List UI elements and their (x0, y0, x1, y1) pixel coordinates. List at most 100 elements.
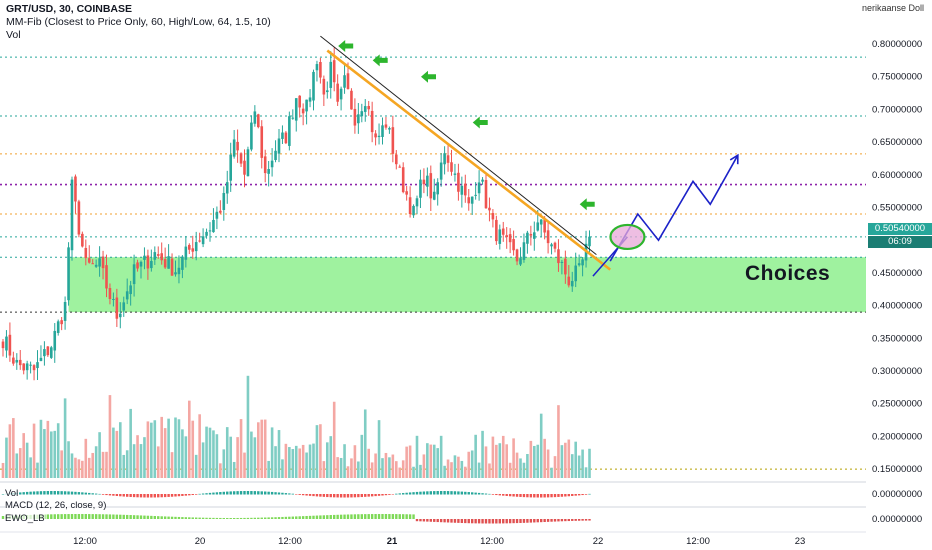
volume-bar (50, 431, 53, 478)
macd-histogram-bar (201, 493, 205, 495)
currency-label[interactable]: nerikaanse Doll (860, 3, 932, 13)
candle-body (160, 253, 163, 261)
macd-pane-label[interactable]: MACD (12, 26, close, 9) (5, 500, 107, 511)
candle-body (460, 185, 464, 195)
macd-histogram-bar (139, 494, 143, 498)
volume-line[interactable]: Vol (6, 29, 21, 41)
ewo-bar (205, 517, 208, 519)
macd-histogram-bar (381, 494, 384, 496)
ewo-bar (346, 514, 350, 519)
volume-bar (250, 431, 253, 478)
candle-body (464, 183, 467, 196)
volume-bar (329, 436, 333, 478)
ewo-bar (88, 514, 91, 519)
macd-histogram-bar (129, 494, 132, 497)
macd-histogram-bar (350, 494, 353, 498)
macd-histogram-bar (405, 492, 408, 495)
ewo-pane-label[interactable]: EWO_LB (5, 513, 45, 524)
volume-bar (367, 448, 370, 478)
macd-histogram-bar (377, 494, 381, 496)
time-axis[interactable]: 12:00 20 12:00 21 12:00 22 12:00 23 (0, 531, 866, 547)
volume-bar (205, 426, 208, 478)
macd-histogram-bar (115, 494, 119, 497)
macd-histogram-bar (77, 492, 81, 495)
ewo-bar (264, 517, 267, 519)
candle-body (132, 264, 136, 285)
candle-body (550, 244, 553, 247)
macd-histogram-bar (550, 494, 553, 498)
candle-body (70, 179, 74, 251)
macd-histogram-bar (98, 493, 101, 495)
volume-bar (39, 419, 43, 478)
indicator-line[interactable]: MM-Fib (Closest to Price Only, 60, High/… (6, 16, 271, 28)
volume-bar (370, 462, 374, 478)
ewo-bar (63, 514, 67, 519)
volume-bar (322, 461, 326, 478)
choices-annotation[interactable]: Choices (745, 262, 831, 285)
candle-body (588, 236, 591, 247)
volume-layer (1, 375, 591, 478)
ewo-bar (229, 518, 232, 519)
volume-bar (153, 420, 157, 478)
candle-body (350, 90, 353, 110)
candle-body (553, 242, 557, 249)
candle-body (177, 267, 181, 275)
candle-body (260, 126, 264, 158)
volume-bar (488, 463, 491, 478)
ewo-bar (312, 515, 315, 519)
candle-body (143, 255, 146, 260)
volume-bar (163, 428, 167, 478)
macd-histogram-bar (305, 494, 308, 496)
volume-bar (12, 418, 15, 478)
volume-bar (246, 375, 250, 478)
vol-pane-label[interactable]: Vol (5, 488, 19, 499)
volume-bar (539, 413, 543, 478)
price-tick-label: 0.15000000 (872, 464, 922, 475)
candle-body (32, 365, 36, 371)
ewo-bar (484, 519, 488, 524)
ewo-bar (443, 519, 446, 523)
candle-body (198, 240, 201, 242)
candle-body (322, 78, 326, 95)
ewo-bar (433, 519, 436, 522)
candle-body (46, 346, 50, 356)
macd-histogram-bar (29, 491, 32, 495)
candle-body (408, 197, 412, 214)
volume-bar (74, 457, 77, 478)
volume-bar (270, 427, 274, 478)
candle-body (491, 213, 495, 220)
candles-layer (1, 47, 591, 381)
ewo-bar (522, 519, 526, 523)
ewo-bar (370, 514, 374, 519)
time-tick-label: 12:00 (686, 536, 710, 547)
ewo-bar (105, 514, 108, 519)
macd-histogram-bar (57, 491, 60, 495)
ewo-bar (333, 514, 336, 519)
price-axis[interactable]: 0.80000000 0.75000000 0.70000000 0.65000000… (872, 39, 922, 525)
candle-body (353, 108, 357, 126)
macd-histogram-bar (419, 491, 422, 495)
time-tick-label: 12:00 (480, 536, 504, 547)
candle-body (153, 252, 157, 260)
macd-histogram-bar (333, 494, 336, 498)
ewo-bar (508, 519, 512, 524)
candle-body (225, 182, 229, 194)
ewo-bar (57, 514, 60, 519)
volume-bar (381, 458, 384, 478)
symbol-line[interactable]: GRT/USD, 30, COINBASE (6, 3, 271, 16)
time-tick-label: 21 (387, 536, 398, 547)
volume-bar (215, 434, 219, 478)
candle-body (22, 363, 25, 371)
volume-bar (529, 440, 533, 478)
volume-bar (339, 457, 343, 478)
candle-body (481, 179, 484, 182)
candle-body (232, 139, 236, 157)
macd-histogram-bar (191, 494, 194, 496)
volume-bar (464, 466, 467, 478)
ewo-bar (391, 514, 395, 519)
ewo-bar (50, 514, 53, 519)
macd-histogram-bar (160, 494, 163, 498)
volume-bar (243, 452, 246, 478)
candle-body (436, 182, 439, 195)
